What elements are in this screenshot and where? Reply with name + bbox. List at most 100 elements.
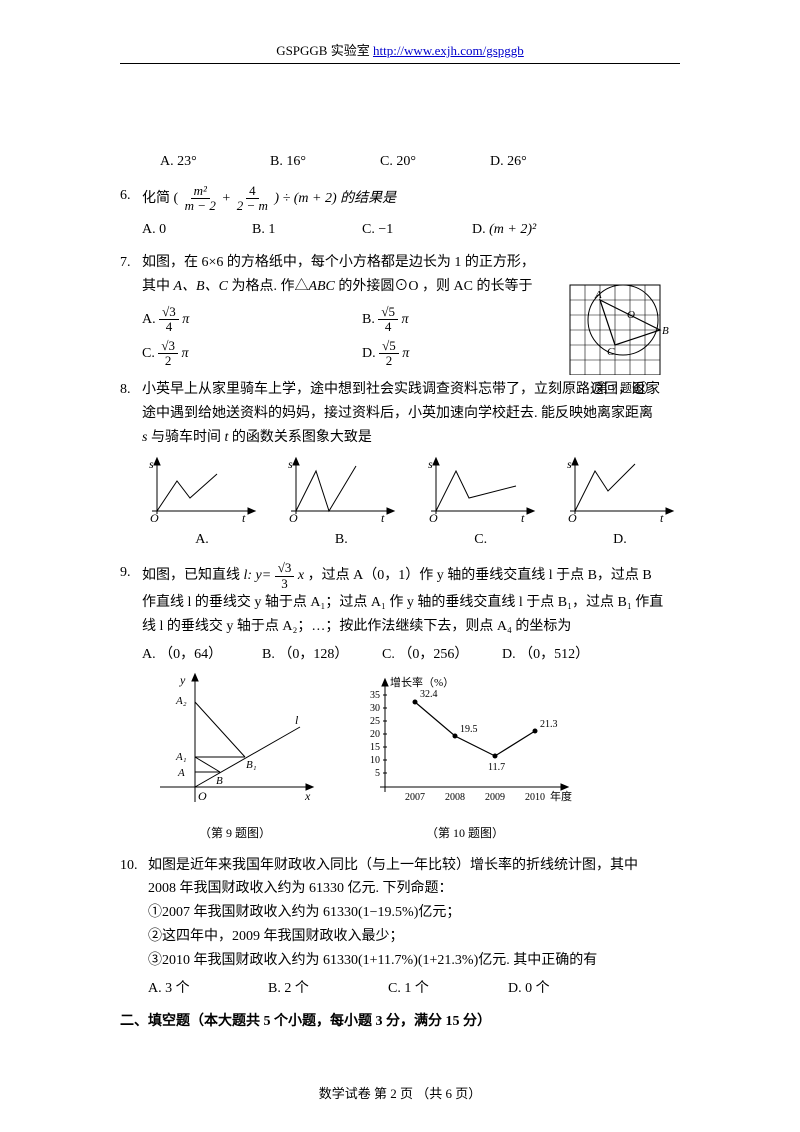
q7-a-pre: A. xyxy=(142,312,159,327)
svg-text:A: A xyxy=(594,289,602,301)
q8-num: 8. xyxy=(120,378,142,402)
q10-body: 如图是近年来我国年财政收入同比（与上一年比较）增长率的折线统计图，其中 2008… xyxy=(148,854,680,973)
q10-line2: 2008 年我国财政收入约为 61330 亿元. 下列命题： xyxy=(148,877,680,901)
svg-text:11.7: 11.7 xyxy=(488,762,505,773)
q8-lc: C. xyxy=(421,528,541,552)
q6-d-expr: (m + 2)² xyxy=(489,222,536,237)
q9-caption: （第 9 题图） xyxy=(150,823,320,843)
q6-num: 6. xyxy=(120,184,142,208)
svg-text:2009: 2009 xyxy=(485,792,505,803)
svg-text:10: 10 xyxy=(370,755,380,766)
q9-svg-left: y x O A A₁ A₂ B B₁ l xyxy=(150,672,320,812)
q10-b: B. 2 个 xyxy=(268,977,388,1001)
q9-pre: 如图，已知直线 xyxy=(142,568,244,583)
q7-figure: A O B C （第 7 题图） xyxy=(560,280,680,396)
q7-c-pi: π xyxy=(181,346,188,361)
q6-options: A. 0 B. 1 C. −1 D. (m + 2)² xyxy=(120,218,680,242)
q10-line4: ②这四年中，2009 年我国财政收入最少； xyxy=(148,925,680,949)
q6-opt-c: C. −1 xyxy=(362,218,472,242)
q8-labels: A. B. C. D. xyxy=(142,528,680,552)
q7-c-num: √3 xyxy=(158,339,178,354)
q9-d: D. （0，512） xyxy=(502,643,622,667)
q9-line2: 作直线 l 的垂线交 y 轴于点 A₁；过点 A₁ 作 y 轴的垂线交直线 l … xyxy=(142,591,680,615)
q9-options: A. （0，64） B. （0，128） C. （0，256） D. （0，51… xyxy=(120,643,680,667)
svg-text:O: O xyxy=(198,789,207,803)
svg-text:A: A xyxy=(177,767,185,779)
q7-d-den: 2 xyxy=(383,354,396,368)
svg-text:t: t xyxy=(660,511,664,525)
q10-a: A. 3 个 xyxy=(148,977,268,1001)
svg-text:2008: 2008 xyxy=(445,792,465,803)
q8-line2: 途中遇到给她送资料的妈妈，接过资料后，小英加速向学校赶去. 能反映她离家距离 xyxy=(142,402,680,426)
q6-frac2-den: 2 − m xyxy=(234,199,271,213)
q9-figures: y x O A A₁ A₂ B B₁ l （第 9 题图） 5 10 xyxy=(150,672,680,843)
svg-text:s: s xyxy=(567,457,572,471)
q8-graph-b: s O t xyxy=(281,456,401,526)
q10-fig-right: 5 10 15 20 25 30 35 2007 2008 2009 2010 xyxy=(350,672,580,843)
q7-opt-c: C. √32 π xyxy=(142,339,362,369)
q8-line3: s 与骑车时间 t 的函数关系图象大致是 xyxy=(142,426,680,450)
q9-l: l: y= xyxy=(244,568,272,583)
q8: 8. 小英早上从家里骑车上学，途中想到社会实践调查资料忘带了，立刻原路返回，返家… xyxy=(120,378,680,551)
q5-opt-d: D. 26° xyxy=(490,154,600,170)
svg-text:x: x xyxy=(304,789,311,803)
q10-line1: 如图是近年来我国年财政收入同比（与上一年比较）增长率的折线统计图，其中 xyxy=(148,854,680,878)
q7-c-pre: C. xyxy=(142,346,158,361)
q7-a-num: √3 xyxy=(159,305,179,320)
svg-text:25: 25 xyxy=(370,716,380,727)
q8-graph-d: s O t xyxy=(560,456,680,526)
q10-chart-svg: 5 10 15 20 25 30 35 2007 2008 2009 2010 xyxy=(350,672,580,812)
svg-text:O: O xyxy=(568,511,577,525)
q10-c: C. 1 个 xyxy=(388,977,508,1001)
q8-lb: B. xyxy=(281,528,401,552)
q8-graph-c: s O t xyxy=(421,456,541,526)
svg-text:35: 35 xyxy=(370,690,380,701)
svg-text:15: 15 xyxy=(370,742,380,753)
q8-ld: D. xyxy=(560,528,680,552)
q6-body: 化简 ( m² m − 2 + 4 2 − m ) ÷ (m + 2) 的结果是 xyxy=(142,184,680,214)
q10: 10. 如图是近年来我国年财政收入同比（与上一年比较）增长率的折线统计图，其中 … xyxy=(120,854,680,1001)
svg-text:t: t xyxy=(521,511,525,525)
q6-frac1-den: m − 2 xyxy=(182,199,219,213)
q7-l2-abc2: ABC xyxy=(308,279,334,294)
q7-num: 7. xyxy=(120,251,142,275)
q9-num: 9. xyxy=(120,561,142,585)
q6-frac2: 4 2 − m xyxy=(234,184,271,214)
q9-fd: 3 xyxy=(278,577,291,591)
q9-post: ，过点 A（0，1）作 y 轴的垂线交直线 l 于点 B，过点 B xyxy=(308,568,652,583)
svg-text:B: B xyxy=(216,775,223,787)
q8-graph-a: s O t xyxy=(142,456,262,526)
q9: 9. 如图，已知直线 l: y= √33 x ，过点 A（0，1）作 y 轴的垂… xyxy=(120,561,680,843)
header-lab: GSPGGB 实验室 xyxy=(276,43,370,58)
q8-post: 的函数关系图象大致是 xyxy=(228,430,372,445)
section-2-title: 二、填空题（本大题共 5 个小题，每小题 3 分，满分 15 分） xyxy=(120,1010,680,1030)
q8-la: A. xyxy=(142,528,262,552)
q7-b-num: √5 xyxy=(378,305,398,320)
q7-line1: 如图，在 6×6 的方格纸中，每个小方格都是边长为 1 的正方形， xyxy=(142,251,680,275)
q9-fig-left: y x O A A₁ A₂ B B₁ l （第 9 题图） xyxy=(150,672,320,843)
svg-text:O: O xyxy=(289,511,298,525)
q6-d-pre: D. xyxy=(472,222,489,237)
svg-text:30: 30 xyxy=(370,703,380,714)
svg-text:20: 20 xyxy=(370,729,380,740)
q7-l2-abc: A、B、C xyxy=(174,279,228,294)
svg-text:O: O xyxy=(150,511,159,525)
q6-opt-a: A. 0 xyxy=(142,218,252,242)
page-footer: 数学试卷 第 2 页 （共 6 页） xyxy=(0,1083,800,1102)
q10-d: D. 0 个 xyxy=(508,977,628,1001)
q10-line5: ③2010 年我国财政收入约为 61330(1+11.7%)(1+21.3%)亿… xyxy=(148,949,680,973)
q7-opt-d: D. √52 π xyxy=(362,339,582,369)
svg-text:19.5: 19.5 xyxy=(460,724,478,735)
svg-text:O: O xyxy=(429,511,438,525)
svg-text:A₁: A₁ xyxy=(175,751,187,763)
svg-text:2010: 2010 xyxy=(525,792,545,803)
q7-b-pre: B. xyxy=(362,312,378,327)
q6-plus: + xyxy=(222,191,233,206)
q7-l2-post: 的外接圆⊙O ，则 AC 的长等于 xyxy=(335,279,533,294)
svg-text:5: 5 xyxy=(375,768,380,779)
svg-text:A₂: A₂ xyxy=(175,695,187,707)
svg-text:增长率（%）: 增长率（%） xyxy=(390,675,454,689)
q7-d-pi: π xyxy=(402,346,409,361)
svg-text:s: s xyxy=(428,457,433,471)
q8-graphs: s O t s O t s O t xyxy=(142,456,680,526)
